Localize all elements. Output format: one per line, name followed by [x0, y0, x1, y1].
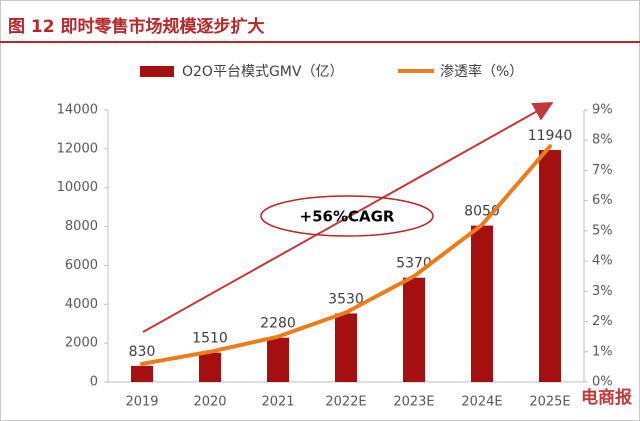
bar-value-label: 2280	[260, 316, 296, 332]
bar	[131, 365, 153, 382]
x-tick-label: 2025E	[529, 395, 570, 410]
x-tick-label: 2024E	[461, 395, 502, 410]
x-tick-label: 2020	[193, 395, 226, 410]
y2-tick-label: 5%	[592, 223, 613, 238]
watermark: 电商报	[581, 387, 632, 408]
annotation-ellipse	[260, 195, 434, 237]
x-tick-label: 2023E	[393, 395, 434, 410]
bar-value-label: 11940	[528, 128, 573, 144]
bar-value-label: 1510	[192, 331, 228, 347]
bar-value-label: 830	[129, 344, 156, 360]
y-tick-label: 8000	[65, 219, 98, 234]
y2-tick-label: 9%	[592, 103, 613, 118]
bar	[267, 337, 289, 382]
trend-arrow	[142, 102, 554, 333]
y-tick-label: 2000	[65, 336, 98, 351]
legend-label: 渗透率（%）	[440, 63, 523, 80]
y2-tick-label: 8%	[592, 133, 613, 148]
chart-title: 图 12 即时零售市场规模逐步扩大	[8, 16, 265, 37]
y2-tick-label: 4%	[592, 254, 613, 269]
y-tick-label: 0	[90, 375, 98, 390]
y2-tick-label: 1%	[592, 344, 613, 359]
y2-tick-label: 6%	[592, 193, 613, 208]
x-tick-label: 2021	[261, 395, 294, 410]
y-tick-label: 14000	[57, 103, 98, 118]
annotation: +56%CAGR	[300, 208, 395, 226]
legend-label: O2O平台模式GMV（亿）	[182, 64, 343, 80]
x-tick-label: 2022E	[325, 395, 366, 410]
bar	[335, 313, 357, 382]
y-tick-label: 4000	[65, 297, 98, 312]
y2-tick-label: 2%	[592, 314, 613, 329]
x-tick-label: 2019	[125, 395, 158, 410]
bar	[539, 150, 561, 382]
bar	[199, 352, 221, 382]
y-tick-label: 10000	[57, 180, 98, 195]
line	[140, 144, 552, 366]
legend-swatch	[140, 66, 174, 77]
bar-value-label: 3530	[328, 291, 364, 307]
bar	[403, 277, 425, 382]
y-tick-label: 6000	[65, 258, 98, 273]
y2-tick-label: 7%	[592, 163, 613, 178]
y-tick-label: 12000	[57, 141, 98, 156]
bar	[471, 225, 493, 382]
y2-tick-label: 0%	[592, 375, 613, 390]
y2-tick-label: 3%	[592, 284, 613, 299]
